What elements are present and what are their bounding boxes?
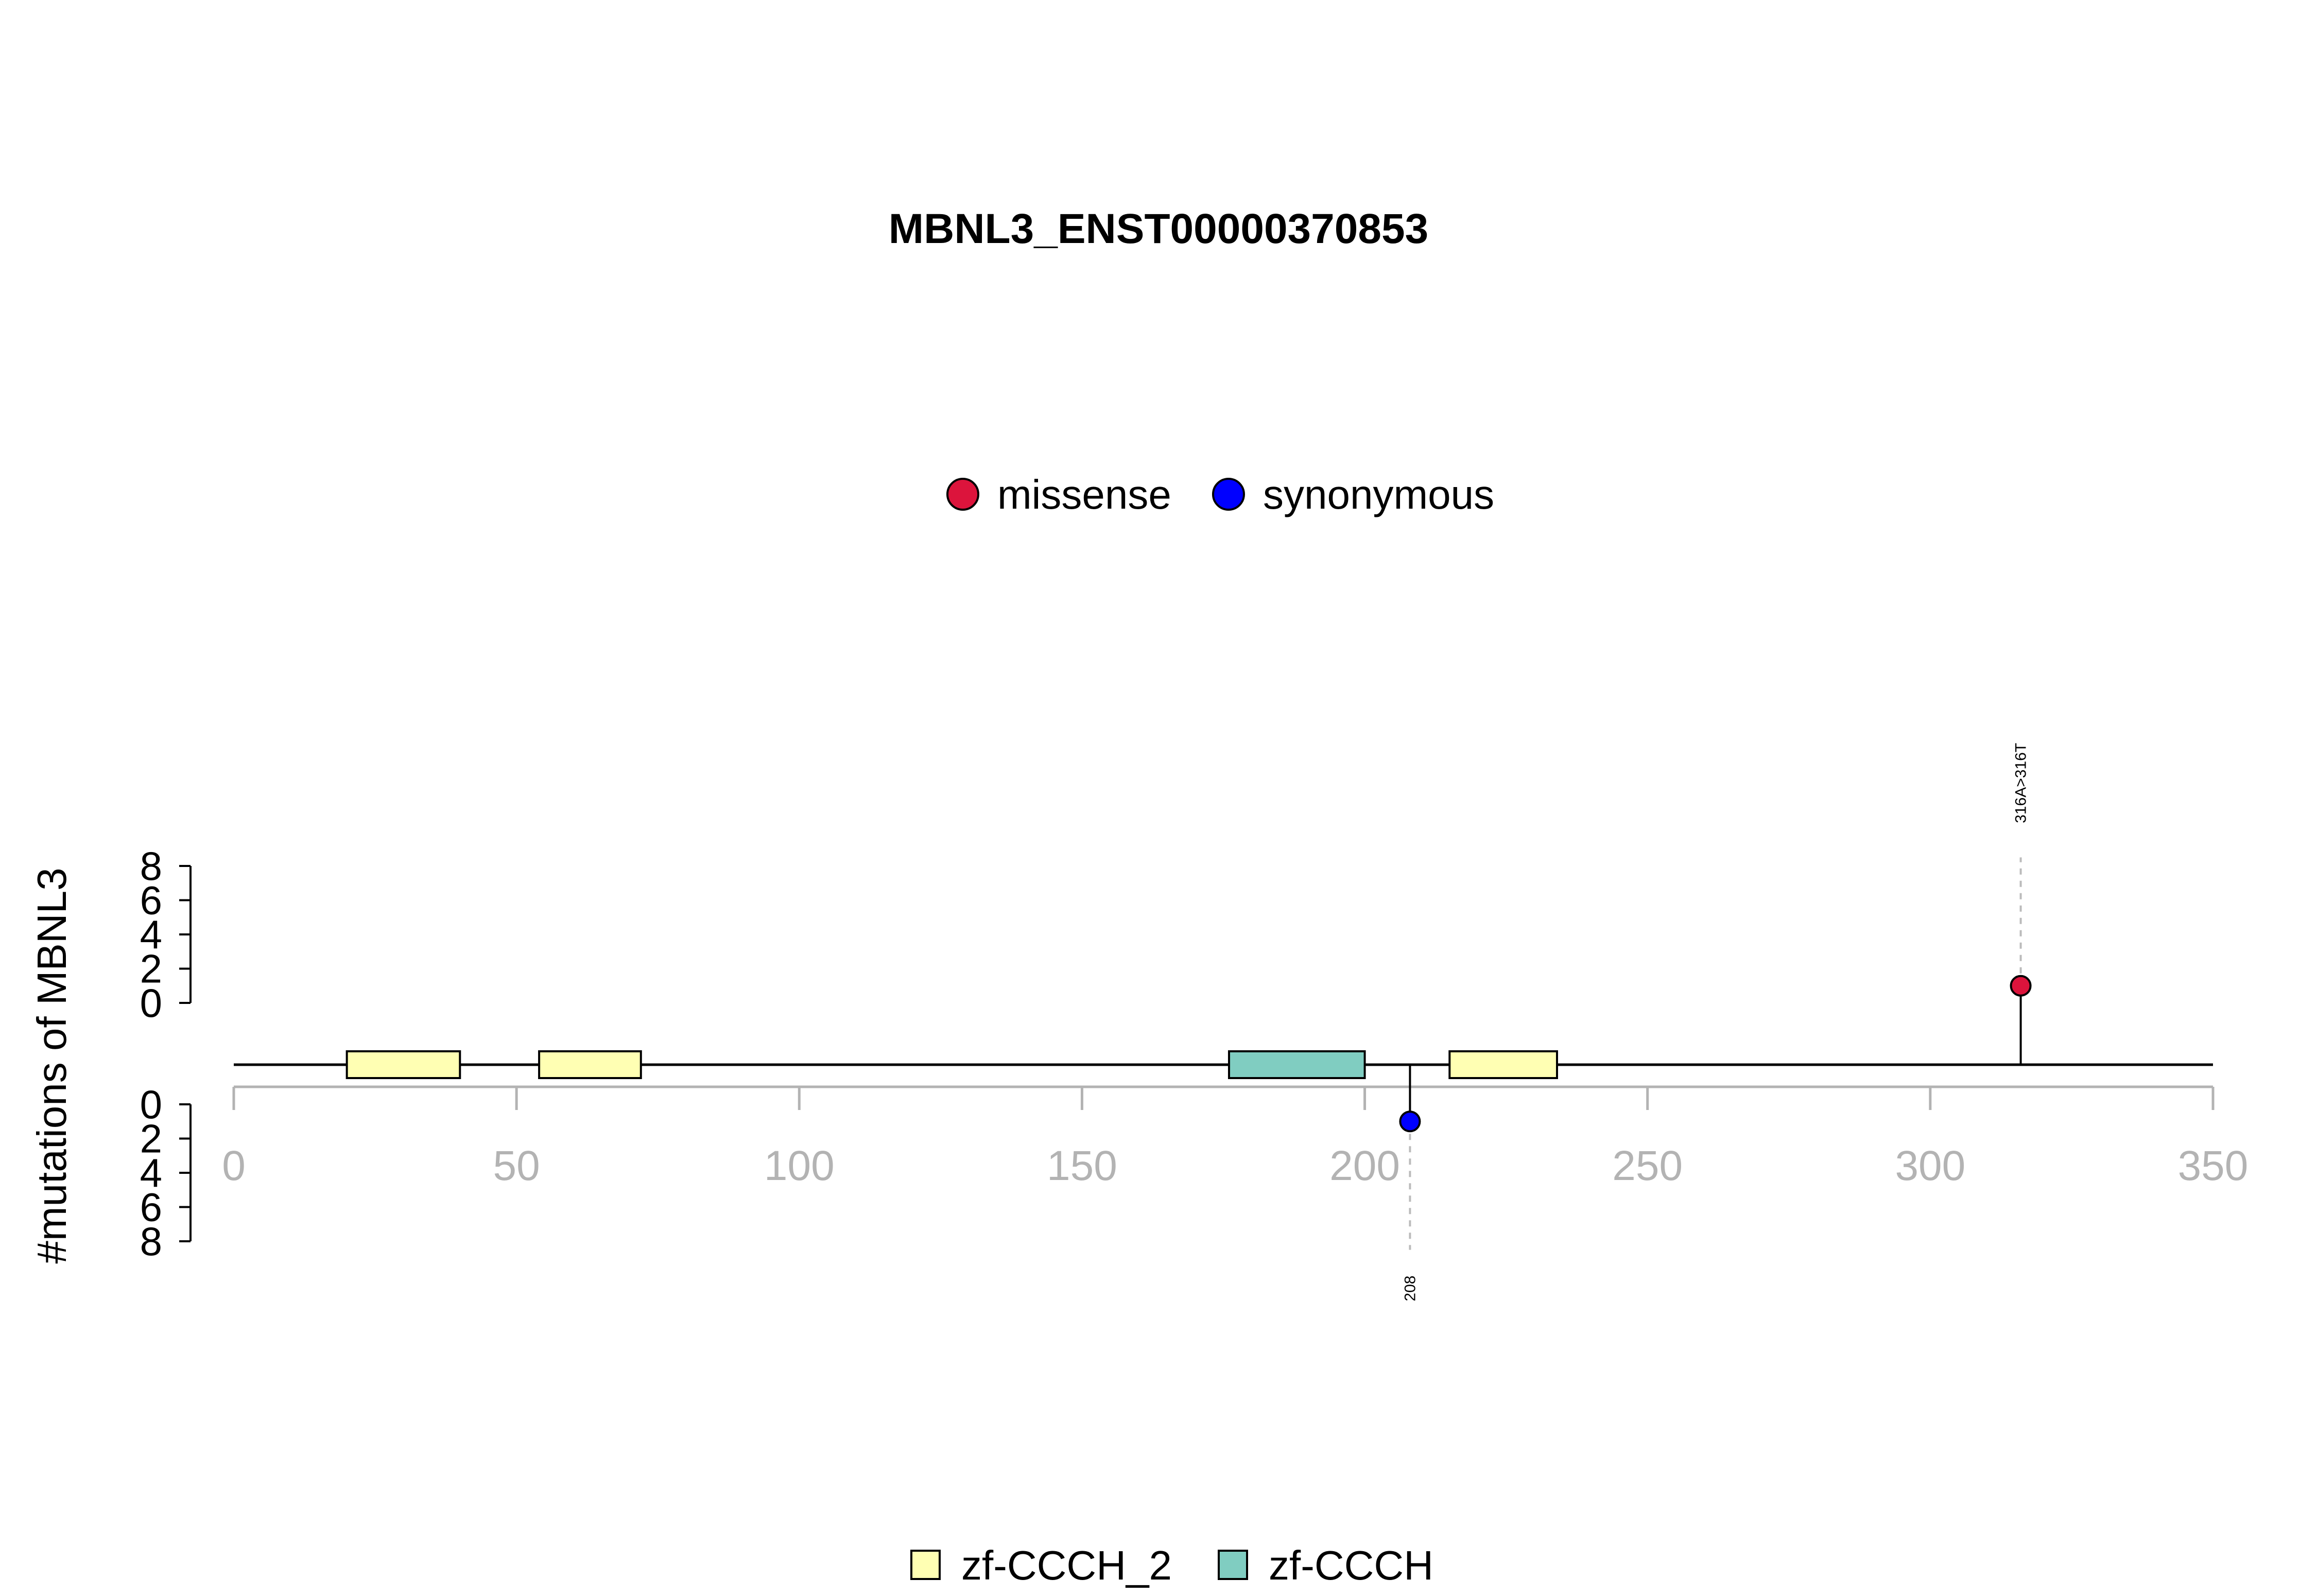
upper-y-tick-label: 0: [140, 980, 162, 1026]
x-tick-label: 150: [1047, 1142, 1117, 1189]
domain-box-zf-CCCH_2: [1448, 1050, 1558, 1079]
upper-y-tick-label: 4: [140, 912, 162, 957]
legend-swatch-zf-CCCH_2: [910, 1550, 941, 1580]
upper-y-tick-label: 2: [140, 946, 162, 992]
lower-y-tick-label: 6: [140, 1185, 162, 1230]
lower-y-tick-label: 0: [140, 1082, 162, 1127]
lower-y-tick-label: 8: [140, 1219, 162, 1264]
x-tick-label: 250: [1612, 1142, 1683, 1189]
legend-swatch-zf-CCCH: [1218, 1550, 1248, 1580]
domain-legend: zf-CCCH_2 zf-CCCH: [910, 1542, 1433, 1588]
lower-y-tick-label: 2: [140, 1116, 162, 1161]
x-tick-label: 50: [493, 1142, 540, 1189]
upper-y-tick-label: 8: [140, 843, 162, 889]
mutation-point-synonymous: [1399, 1111, 1421, 1133]
mutation-label: 316A>316T: [2013, 743, 2030, 823]
legend-label-missense: missense: [997, 472, 1171, 517]
legend-label-zf-CCCH_2: zf-CCCH_2: [961, 1542, 1172, 1588]
y-axis-label: #mutations of MBNL3: [29, 868, 75, 1263]
legend-label-zf-CCCH: zf-CCCH: [1269, 1542, 1433, 1588]
domain-boxes: [345, 1050, 1558, 1079]
x-tick-label: 100: [764, 1142, 835, 1189]
lower-y-tick-label: 4: [140, 1150, 162, 1195]
mutation-lollipops: 316A>316T 208: [1399, 743, 2032, 1302]
domain-box-zf-CCCH_2: [538, 1050, 642, 1079]
chart-title: MBNL3_ENST00000370853: [889, 205, 1428, 252]
x-tick-label: 0: [222, 1142, 246, 1189]
domain-box-zf-CCCH: [1227, 1050, 1366, 1079]
x-tick-label: 350: [2178, 1142, 2249, 1189]
upper-y-tick-label: 6: [140, 878, 162, 923]
domain-box-zf-CCCH_2: [345, 1050, 461, 1079]
mutation-legend: missense synonymous: [946, 472, 1494, 517]
legend-swatch-missense: [946, 478, 979, 511]
legend-swatch-synonymous: [1212, 478, 1245, 511]
mutation-label: 208: [1402, 1276, 1419, 1302]
mutation-point-missense: [2010, 975, 2032, 997]
x-axis: 0 50 100 150 200 250 300 350: [222, 1085, 2249, 1189]
x-tick-label: 300: [1895, 1142, 1965, 1189]
x-tick-label: 200: [1329, 1142, 1400, 1189]
legend-label-synonymous: synonymous: [1263, 472, 1494, 517]
